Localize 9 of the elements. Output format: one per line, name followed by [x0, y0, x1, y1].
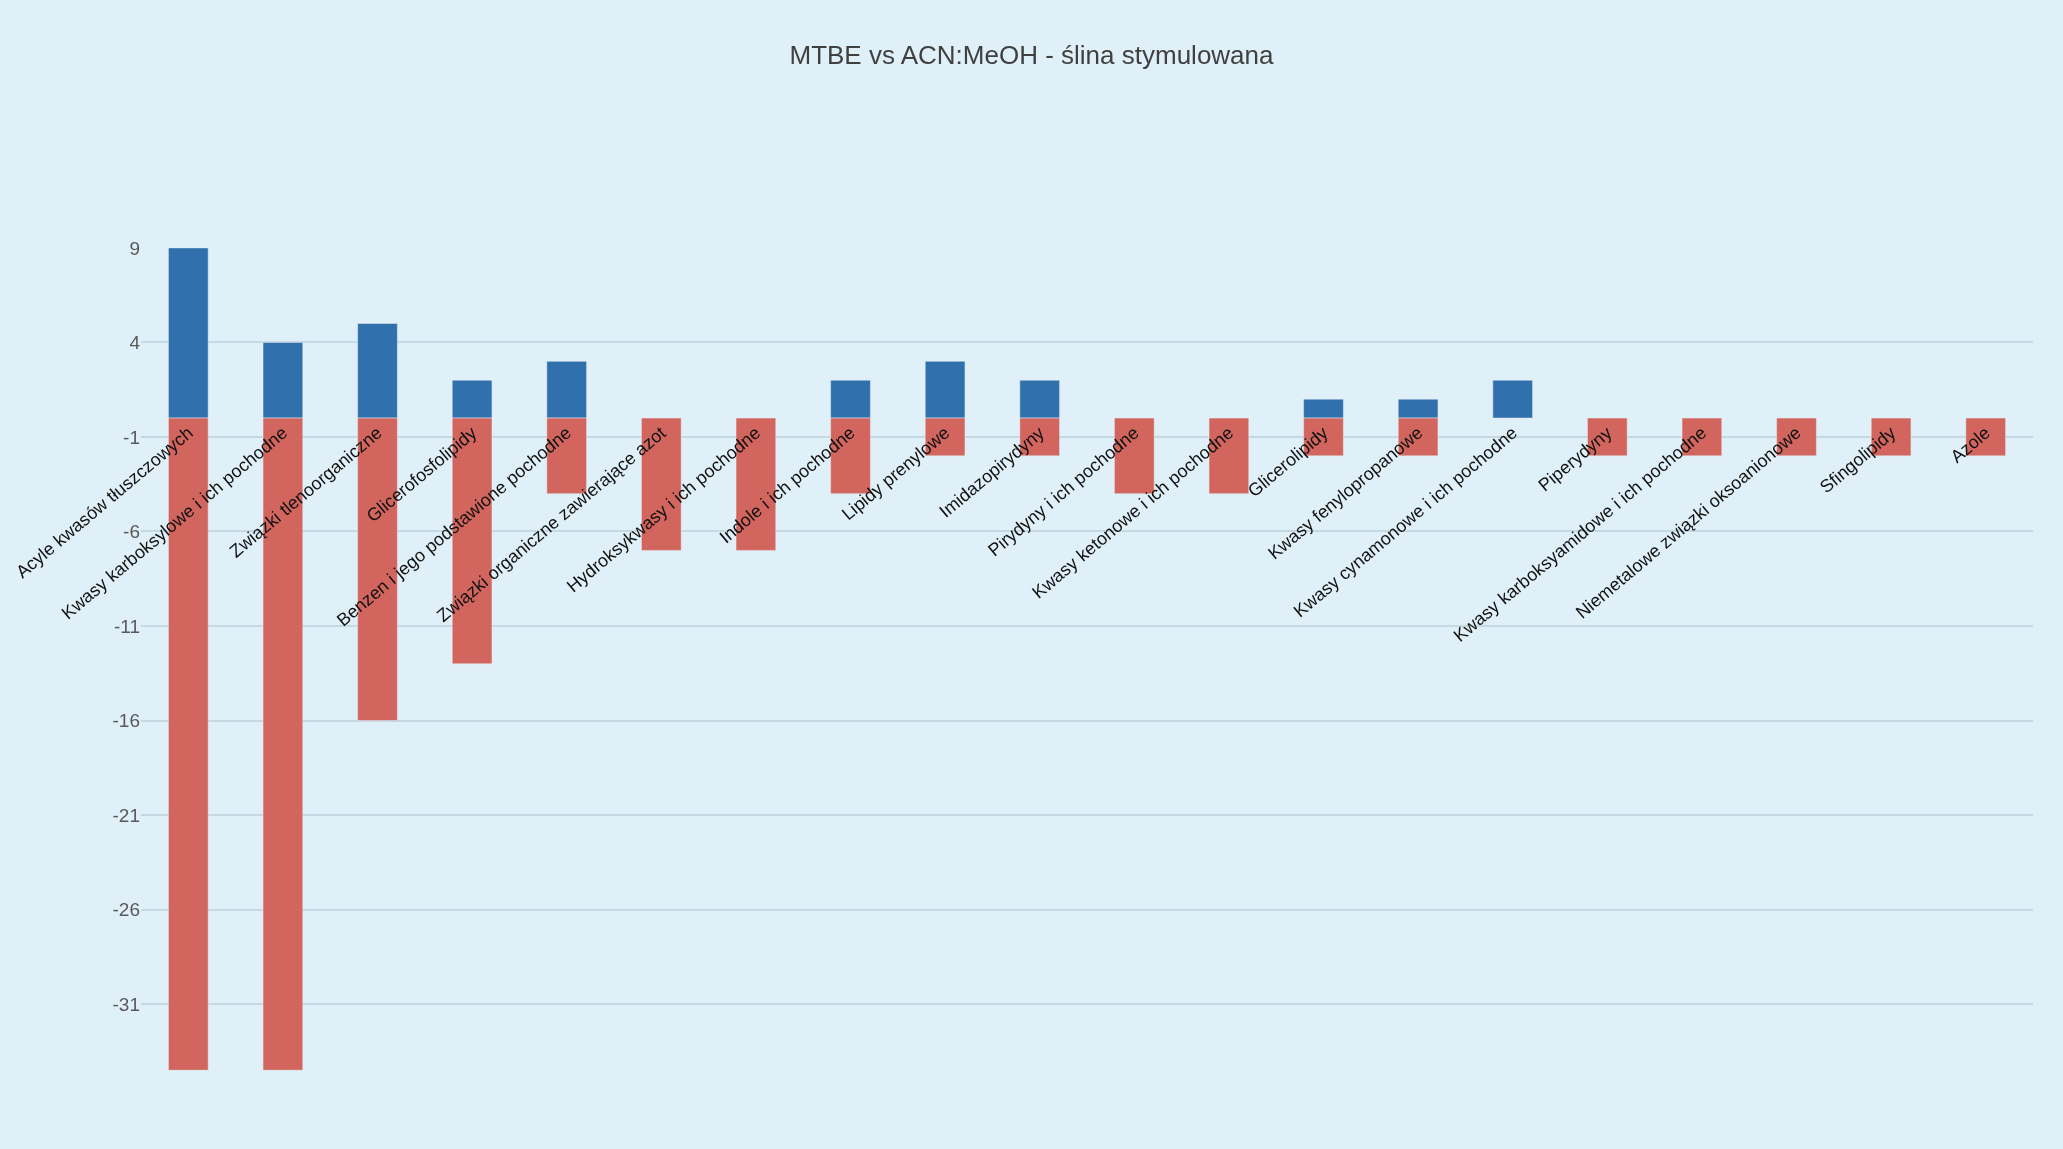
y-tick-label: -26 [112, 899, 140, 921]
y-tick-label: -21 [112, 804, 140, 826]
bar [1492, 379, 1533, 419]
y-tick-label: -16 [112, 710, 140, 732]
y-tick-label: 9 [129, 237, 140, 259]
y-tick-label: -31 [112, 993, 140, 1015]
y-tick-label: -11 [113, 615, 140, 637]
chart-title: MTBE vs ACN:MeOH - ślina stymulowana [789, 40, 1275, 71]
y-tick-label: 4 [129, 332, 141, 354]
